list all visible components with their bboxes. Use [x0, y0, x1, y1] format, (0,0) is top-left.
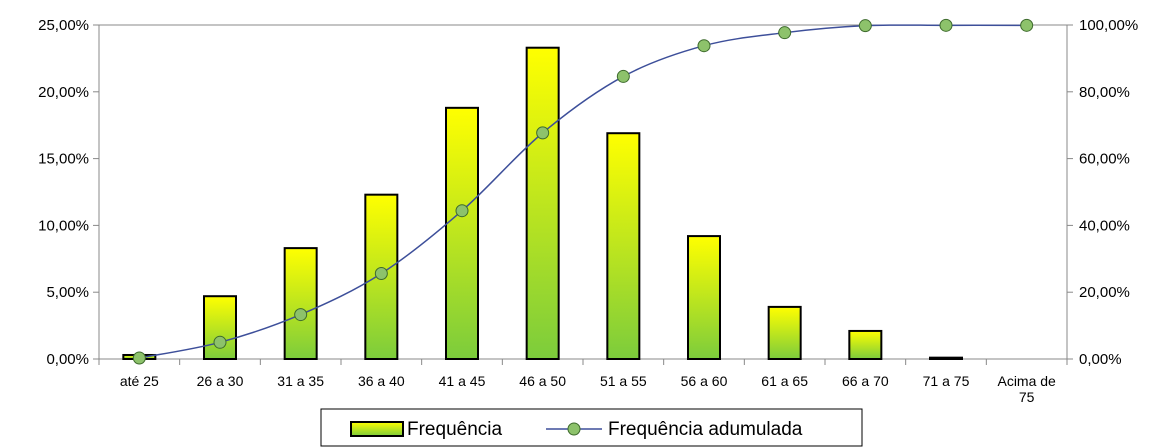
bar-8	[767, 305, 802, 360]
cumulative-point-2	[294, 308, 308, 322]
legend-line-marker	[567, 422, 581, 436]
bar-2	[283, 247, 318, 360]
category-label: Acima de	[997, 373, 1056, 389]
category-labels: até 25 26 a 30 31 a 35 36 a 40 41 a 45 46 a 5…	[120, 373, 1056, 405]
legend-box	[320, 408, 863, 447]
axes: 0,00% 5,00% 10,00% 15,00% 20,00% 25,00% 0,00% 2…	[38, 17, 1138, 368]
category-label: 56 a 60	[681, 373, 728, 389]
bar-6	[606, 132, 641, 360]
category-label: 71 a 75	[923, 373, 970, 389]
cumulative-line-path	[139, 24, 1027, 359]
left-tick-label: 0,00%	[46, 351, 89, 368]
bar-4	[445, 106, 479, 360]
bar-9	[848, 329, 883, 360]
category-label: 36 a 40	[358, 373, 405, 389]
category-label: 46 a 50	[519, 373, 566, 389]
right-tick-label: 60,00%	[1079, 151, 1130, 168]
cumulative-point-6	[616, 69, 630, 83]
bar-7	[687, 235, 721, 360]
cumulative-point-8	[778, 26, 792, 40]
category-label-cont: 75	[1019, 389, 1035, 405]
category-label: 61 a 65	[761, 373, 808, 389]
cumulative-point-1	[213, 335, 227, 349]
cumulative-point-7	[697, 39, 711, 53]
cumulative-point-9	[858, 19, 872, 33]
legend-line-label: Frequência adumulada	[608, 419, 803, 440]
left-tick-label: 5,00%	[46, 284, 89, 301]
cumulative-point-11	[1020, 18, 1034, 32]
cumulative-point-5	[536, 126, 550, 140]
bar-10	[929, 356, 963, 361]
legend-bar-swatch	[350, 421, 404, 437]
right-tick-label: 20,00%	[1079, 284, 1130, 301]
left-tick-label: 25,00%	[38, 17, 89, 34]
cumulative-point-3	[374, 266, 388, 280]
right-tick-label: 80,00%	[1079, 84, 1130, 101]
right-tick-label: 40,00%	[1079, 217, 1130, 234]
left-tick-label: 15,00%	[38, 151, 89, 168]
legend: Frequência Frequência adumulada	[320, 408, 863, 447]
right-tick-label: 0,00%	[1079, 351, 1122, 368]
right-tick-label: 100,00%	[1079, 17, 1138, 34]
category-label: 66 a 70	[842, 373, 889, 389]
left-tick-label: 10,00%	[38, 217, 89, 234]
cumulative-line	[132, 18, 1034, 365]
category-label: 41 a 45	[439, 373, 486, 389]
legend-bar-label: Frequência	[407, 419, 502, 440]
bar-1	[203, 295, 237, 361]
category-label: 31 a 35	[277, 373, 324, 389]
frequencia-bars	[122, 46, 963, 361]
cumulative-point-10	[939, 18, 953, 32]
bar-5	[525, 46, 560, 360]
cumulative-point-0	[132, 351, 146, 365]
category-label: 26 a 30	[197, 373, 244, 389]
cumulative-point-4	[455, 204, 469, 218]
category-label: 51 a 55	[600, 373, 647, 389]
category-label: até 25	[120, 373, 159, 389]
left-tick-label: 20,00%	[38, 84, 89, 101]
